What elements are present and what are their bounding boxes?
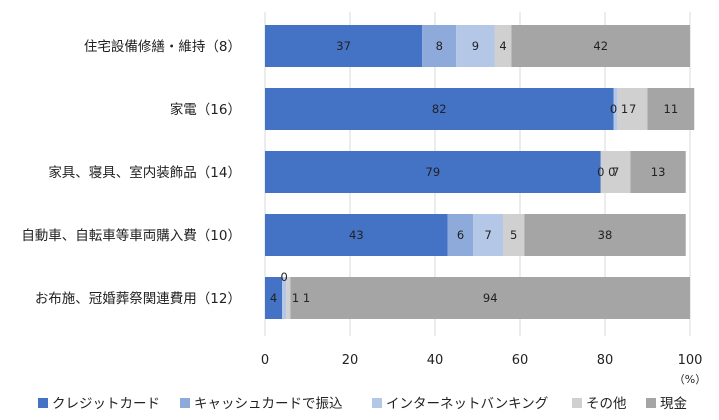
x-tick-label: 20 [342,353,359,368]
category-label: 家電（16） [170,101,241,118]
bar-segment [613,88,618,130]
data-label: 94 [483,291,498,305]
x-tick-label: 60 [512,353,529,368]
data-label: 13 [651,165,666,179]
bar-segment [600,151,631,193]
bars [265,25,695,319]
data-label: 1 [621,102,628,116]
legend-swatch [180,398,190,408]
category-label: 自動車、自転車等車両購入費（10） [21,227,241,244]
bar-segment [265,277,282,319]
legend-label: 現金 [660,396,688,412]
bar-segment [265,214,448,256]
data-label: 5 [510,228,517,242]
data-label: 1 [292,291,299,305]
bar-segment [422,25,457,67]
data-label: 38 [598,228,613,242]
bar-segment [617,88,648,130]
bar-segment [282,277,287,319]
bar-segment [503,214,525,256]
category-labels: 住宅設備修繕・維持（8） 家電（16） 家具、寝具、室内装飾品（14） 自動車、自転車… [21,38,241,307]
bar-segment [494,25,512,67]
data-label: 42 [593,39,608,53]
data-label: 1 [303,291,310,305]
legend-swatch [646,398,656,408]
data-label: 79 [426,165,441,179]
bar-segment [524,214,686,256]
category-label: 住宅設備修繕・維持（8） [84,38,241,55]
x-axis: 0 20 40 60 80 100 [261,353,703,368]
x-tick-label: 40 [427,353,444,368]
legend-swatch [572,398,582,408]
legend-swatch [38,398,48,408]
data-label: 7 [612,165,619,179]
data-label: 4 [499,39,506,53]
data-label: 9 [472,39,479,53]
legend-label: インターネットバンキング [386,396,548,412]
x-tick-label: 0 [261,353,269,368]
data-label: 0 [597,165,604,179]
legend: クレジットカード キャッシュカードで振込 インターネットバンキング その他 現金 [38,396,688,412]
legend-label: その他 [586,396,627,412]
bar-segment [290,277,690,319]
bar-segment [511,25,690,67]
bar-segment [447,214,474,256]
bar-segment [265,151,601,193]
data-label: 8 [436,39,443,53]
x-tick-label: 80 [597,353,614,368]
x-tick-label: 100 [678,353,703,368]
legend-label: クレジットカード [52,396,160,412]
data-label: 7 [629,102,636,116]
data-label: 43 [349,228,364,242]
legend-label: キャッシュカードで振込 [194,396,343,412]
bar-segment [647,88,695,130]
bar-segment [265,88,614,130]
data-label: 7 [484,228,491,242]
bar-segment [473,214,503,256]
data-label: 0 [608,165,615,179]
unit-label: （%） [674,373,706,386]
bar-segment [265,25,423,67]
legend-swatch [372,398,382,408]
data-label: 82 [432,102,447,116]
data-label: 0 [280,270,287,284]
data-label: 37 [336,39,351,53]
data-label: 0 [610,102,617,116]
bar-segment [286,277,291,319]
category-label: 家具、寝具、室内装飾品（14） [48,164,241,181]
data-label: 6 [457,228,464,242]
data-label: 11 [664,102,679,116]
bar-segment [456,25,495,67]
data-label: 4 [270,291,277,305]
category-label: お布施、冠婚葬祭関連費用（12） [35,291,241,307]
bar-segment [630,151,686,193]
